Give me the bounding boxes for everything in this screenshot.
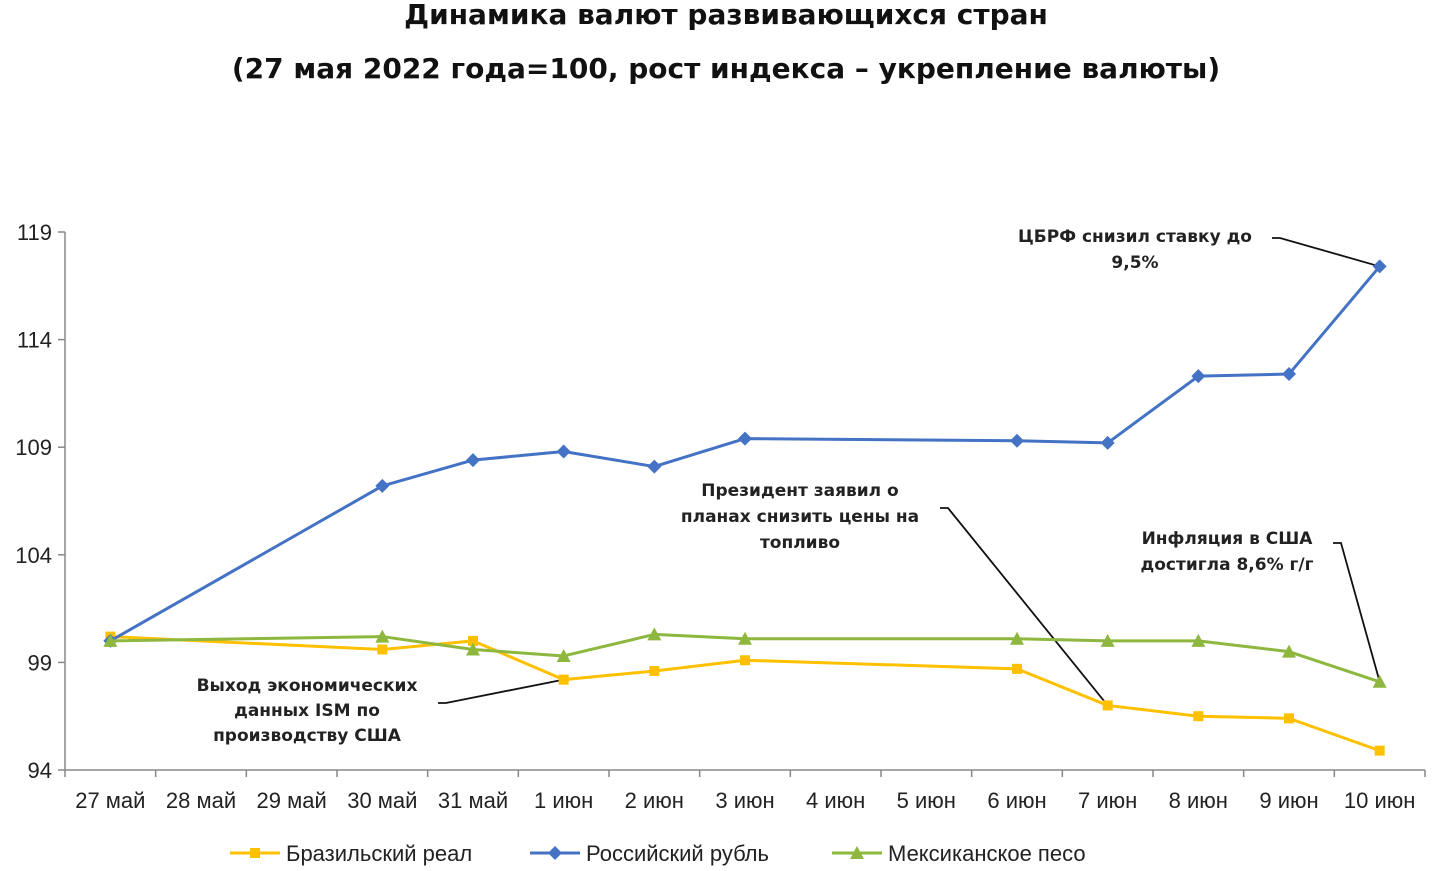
x-tick-label: 27 май [75, 788, 145, 813]
chart-title: Динамика валют развивающихся стран [404, 0, 1048, 31]
x-tick-label: 29 май [257, 788, 327, 813]
y-tick-label: 109 [15, 435, 52, 460]
data-point [647, 627, 662, 641]
y-tick-label: 94 [28, 758, 52, 783]
data-point [558, 674, 569, 685]
annotation-text: Президент заявил о [701, 481, 898, 501]
data-point [740, 655, 750, 666]
x-tick-label: 5 июн [897, 788, 956, 813]
annotation-text: Выход экономических [197, 676, 418, 696]
legend-swatch-marker [548, 846, 562, 860]
y-tick-label: 99 [28, 650, 52, 675]
data-point [1191, 369, 1206, 384]
annotation-leader-line [1333, 542, 1381, 683]
data-point [103, 633, 118, 647]
legend-swatch-marker [850, 846, 864, 859]
x-tick-label: 9 июн [1259, 788, 1318, 813]
data-point [1193, 711, 1204, 722]
annotation-leader-line [1272, 237, 1380, 268]
annotation-3: Выход экономических данных ISM по производ… [197, 676, 564, 746]
data-point [556, 444, 571, 459]
data-point [1102, 700, 1113, 711]
annotation-text: достигла 8,6% г/г [1140, 555, 1313, 575]
x-tick-label: 2 июн [625, 788, 684, 813]
axes: 94 99 104 109 114 119 27 май 28 май 29 май 30 май… [15, 220, 1426, 813]
legend-item-2: Мексиканское песо [832, 841, 1086, 866]
data-point [468, 635, 478, 646]
annotation-text: планах снизить цены на [681, 507, 919, 527]
data-point [1010, 433, 1024, 448]
annotation-text: данных ISM по [234, 701, 380, 721]
annotation-text: производству США [213, 726, 402, 746]
data-point [556, 648, 571, 662]
legend-label: Бразильский реал [286, 841, 472, 866]
data-point [466, 453, 480, 468]
data-point [1100, 435, 1115, 450]
data-point [1372, 674, 1387, 688]
series-1 [103, 259, 1387, 648]
legend-item-0: Бразильский реал [230, 841, 472, 866]
annotation-0: ЦБРФ снизил ставку до 9,5% [1018, 227, 1380, 273]
x-tick-label: 28 май [166, 788, 236, 813]
x-tick-label: 30 май [347, 788, 417, 813]
data-point [375, 478, 390, 493]
legend-item-1: Российский рубль [530, 841, 769, 866]
data-point [1010, 631, 1024, 645]
data-point [649, 666, 660, 677]
data-point [738, 431, 752, 446]
data-point [375, 629, 390, 643]
series-group [103, 259, 1387, 756]
annotation-text: 9,5% [1111, 253, 1158, 273]
x-tick-label: 10 июн [1344, 788, 1416, 813]
x-tick-label: 31 май [438, 788, 508, 813]
data-point [1282, 644, 1296, 658]
data-point [1372, 259, 1387, 274]
legend: Бразильский реал Российский рубль Мексикан… [230, 841, 1086, 866]
annotation-leader-line [438, 678, 564, 704]
legend-swatch-marker [250, 848, 260, 858]
x-tick-label: 3 июн [715, 788, 774, 813]
y-tick-label: 114 [17, 328, 52, 353]
chart-subtitle: (27 мая 2022 года=100, рост индекса – ук… [232, 52, 1220, 85]
series-line [109, 265, 1381, 643]
x-tick-label: 8 июн [1169, 788, 1228, 813]
data-point [466, 642, 480, 656]
annotation-2: Инфляция в США достигла 8,6% г/г [1140, 529, 1381, 683]
y-tick-label: 104 [15, 543, 52, 568]
data-point [1191, 633, 1206, 647]
annotation-text: Инфляция в США [1142, 529, 1314, 549]
data-point [738, 631, 752, 645]
annotation-text: ЦБРФ снизил ставку до [1018, 227, 1252, 247]
x-tick-label: 7 июн [1078, 788, 1137, 813]
x-tick-label: 4 июн [806, 788, 865, 813]
data-point [647, 459, 662, 474]
annotation-text: топливо [760, 533, 840, 553]
data-point [1100, 633, 1115, 647]
data-point [1284, 713, 1294, 724]
annotations: ЦБРФ снизил ставку до 9,5% Президент заяви… [197, 227, 1381, 746]
data-point [1282, 367, 1296, 382]
x-tick-label: 1 июн [534, 788, 593, 813]
legend-label: Российский рубль [586, 841, 769, 866]
series-2 [103, 627, 1387, 688]
annotation-leader-line [940, 507, 1109, 707]
x-tick-label: 6 июн [987, 788, 1046, 813]
annotation-1: Президент заявил о планах снизить цены на… [681, 481, 1109, 707]
legend-label: Мексиканское песо [888, 841, 1086, 866]
data-point [377, 644, 388, 655]
y-tick-label: 119 [17, 220, 52, 245]
data-point [1374, 745, 1385, 756]
data-point [1012, 663, 1022, 674]
